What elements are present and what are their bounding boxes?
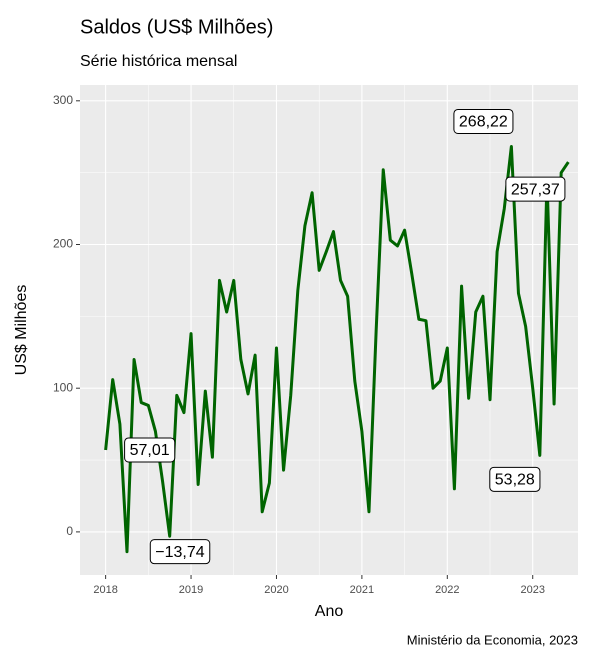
x-tick-label: 2019 — [179, 584, 203, 596]
data-label-text: 53,28 — [495, 472, 535, 489]
y-tick-label: 200 — [53, 237, 73, 251]
data-label: 268,22 — [453, 108, 514, 134]
x-tick-label: 2021 — [350, 584, 374, 596]
data-label-box — [124, 437, 176, 463]
data-label-text: 257,37 — [511, 181, 560, 198]
y-tick-label: 0 — [66, 524, 73, 538]
panel — [80, 85, 578, 575]
data-label-box — [453, 108, 514, 134]
y-tick-label: 300 — [53, 93, 73, 107]
data-label-text: 57,01 — [130, 442, 170, 459]
data-label-box — [505, 176, 566, 202]
x-axis-label: Ano — [315, 603, 344, 620]
x-tick-label: 2022 — [435, 584, 459, 596]
data-label: 257,37 — [505, 176, 566, 202]
caption: Ministério da Economia, 2023 — [407, 632, 578, 647]
x-tick-label: 2023 — [520, 584, 544, 596]
x-tick-label: 2018 — [93, 584, 117, 596]
y-tick-label: 100 — [53, 380, 73, 394]
data-label-text: −13,74 — [155, 544, 204, 561]
x-tick-label: 2020 — [264, 584, 288, 596]
data-line — [104, 144, 570, 554]
chart-subtitle: Série histórica mensal — [80, 53, 237, 70]
data-label: 57,01 — [124, 437, 176, 463]
data-label: 53,28 — [489, 466, 541, 492]
data-label-box — [489, 466, 541, 492]
data-label-text: 268,22 — [459, 114, 508, 131]
data-label-box — [149, 539, 211, 565]
y-axis-label: US$ Milhões — [13, 285, 30, 376]
chart-title: Saldos (US$ Milhões) — [80, 16, 273, 38]
data-label: −13,74 — [149, 539, 211, 565]
